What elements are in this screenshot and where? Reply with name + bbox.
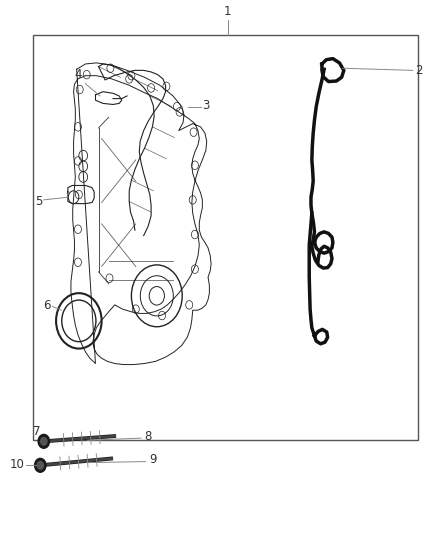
Bar (33, 35, 418, 440)
Text: 5: 5 (35, 195, 42, 208)
Text: 3: 3 (202, 99, 210, 111)
Polygon shape (314, 329, 328, 344)
Circle shape (35, 458, 46, 472)
Polygon shape (322, 59, 344, 82)
Circle shape (37, 462, 43, 469)
Text: 2: 2 (415, 64, 423, 77)
Text: 4: 4 (74, 68, 82, 81)
Text: 7: 7 (33, 425, 41, 438)
Text: 10: 10 (10, 458, 25, 471)
Circle shape (41, 438, 47, 445)
Polygon shape (314, 232, 333, 253)
Text: 9: 9 (149, 454, 156, 466)
Text: 1: 1 (224, 5, 232, 18)
Text: 8: 8 (145, 430, 152, 443)
Text: 6: 6 (43, 299, 51, 312)
Circle shape (38, 434, 49, 448)
